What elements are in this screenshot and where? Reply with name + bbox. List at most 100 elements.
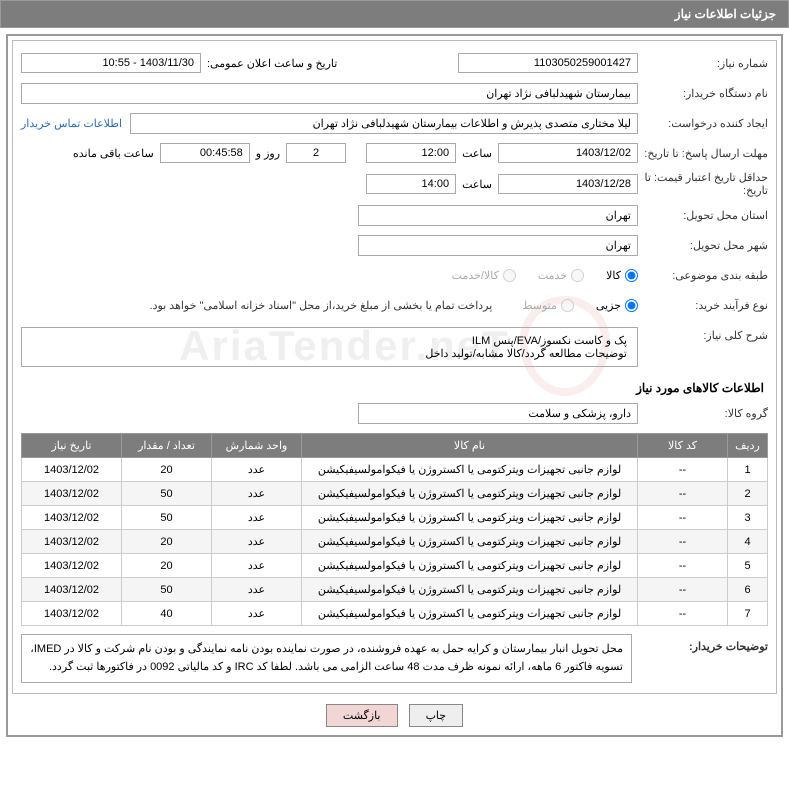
items-table: ردیف کد کالا نام کالا واحد شمارش تعداد /… <box>21 433 768 626</box>
row-province: استان محل تحویل: تهران <box>21 203 768 227</box>
row-city: شهر محل تحویل: تهران <box>21 233 768 257</box>
th-unit: واحد شمارش <box>212 434 302 458</box>
category-label: طبقه بندی موضوعی: <box>638 269 768 282</box>
resp-time-value: 12:00 <box>366 143 456 163</box>
th-name: نام کالا <box>302 434 638 458</box>
cell-date: 1403/12/02 <box>22 482 122 506</box>
back-button[interactable]: بازگشت <box>326 704 398 727</box>
cell-qty: 50 <box>122 578 212 602</box>
cell-code: -- <box>638 506 728 530</box>
cell-name: لوازم جانبی تجهیزات ویترکتومی یا اکستروژ… <box>302 554 638 578</box>
cell-name: لوازم جانبی تجهیزات ویترکتومی یا اکستروژ… <box>302 458 638 482</box>
table-row: 3--لوازم جانبی تجهیزات ویترکتومی یا اکست… <box>22 506 768 530</box>
city-value: تهران <box>358 235 638 256</box>
row-need-number: شماره نیاز: 1103050259001427 تاریخ و ساع… <box>21 51 768 75</box>
requester-value: لیلا مختاری متصدی پذیرش و اطلاعات بیمارس… <box>130 113 638 134</box>
cell-qty: 50 <box>122 506 212 530</box>
items-table-wrap: ردیف کد کالا نام کالا واحد شمارش تعداد /… <box>21 433 768 626</box>
table-header-row: ردیف کد کالا نام کالا واحد شمارش تعداد /… <box>22 434 768 458</box>
radio-service-input <box>571 269 584 282</box>
cell-unit: عدد <box>212 482 302 506</box>
cell-n: 2 <box>728 482 768 506</box>
cell-code: -- <box>638 602 728 626</box>
form-panel: شماره نیاز: 1103050259001427 تاریخ و ساع… <box>12 40 777 694</box>
contact-link[interactable]: اطلاعات تماس خریدار <box>21 117 122 130</box>
cell-code: -- <box>638 458 728 482</box>
buyer-org-label: نام دستگاه خریدار: <box>638 87 768 100</box>
cell-unit: عدد <box>212 578 302 602</box>
items-section-title: اطلاعات کالاهای مورد نیاز <box>21 381 768 395</box>
row-requester: ایجاد کننده درخواست: لیلا مختاری متصدی پ… <box>21 111 768 135</box>
button-bar: چاپ بازگشت <box>12 694 777 731</box>
province-value: تهران <box>358 205 638 226</box>
row-general-desc: شرح کلی نیاز: پک و کاست نکسوز/EVA/پنس IL… <box>21 323 768 371</box>
announce-label: تاریخ و ساعت اعلان عمومی: <box>207 57 337 70</box>
cell-name: لوازم جانبی تجهیزات ویترکتومی یا اکستروژ… <box>302 602 638 626</box>
price-date-value: 1403/12/28 <box>498 174 638 194</box>
cell-unit: عدد <box>212 458 302 482</box>
cell-code: -- <box>638 530 728 554</box>
th-date: تاریخ نیاز <box>22 434 122 458</box>
th-qty: تعداد / مقدار <box>122 434 212 458</box>
cell-date: 1403/12/02 <box>22 602 122 626</box>
need-number-label: شماره نیاز: <box>638 57 768 70</box>
cell-qty: 20 <box>122 458 212 482</box>
radio-service: خدمت <box>538 269 584 282</box>
cell-unit: عدد <box>212 530 302 554</box>
page-title: جزئیات اطلاعات نیاز <box>675 7 776 21</box>
radio-goods[interactable]: کالا <box>606 269 638 282</box>
print-button[interactable]: چاپ <box>409 704 464 727</box>
cell-unit: عدد <box>212 554 302 578</box>
cell-unit: عدد <box>212 602 302 626</box>
row-buyer-notes: توضیحات خریدار: محل تحویل انبار بیمارستا… <box>21 634 768 683</box>
remaining-label: ساعت باقی مانده <box>73 147 154 160</box>
table-row: 4--لوازم جانبی تجهیزات ویترکتومی یا اکست… <box>22 530 768 554</box>
radio-goods-input[interactable] <box>625 269 638 282</box>
cell-qty: 50 <box>122 482 212 506</box>
cell-n: 4 <box>728 530 768 554</box>
cell-date: 1403/12/02 <box>22 530 122 554</box>
buyer-notes-box: محل تحویل انبار بیمارستان و کرایه حمل به… <box>21 634 632 683</box>
cell-n: 3 <box>728 506 768 530</box>
time-label-2: ساعت <box>462 178 492 191</box>
th-code: کد کالا <box>638 434 728 458</box>
row-goods-group: گروه کالا: دارو، پزشکی و سلامت <box>21 401 768 425</box>
countdown-value: 00:45:58 <box>160 143 250 163</box>
cell-code: -- <box>638 554 728 578</box>
price-validity-label: حداقل تاریخ اعتبار قیمت: تا تاریخ: <box>638 171 768 197</box>
table-row: 5--لوازم جانبی تجهیزات ویترکتومی یا اکست… <box>22 554 768 578</box>
days-and-label: روز و <box>256 147 280 160</box>
time-label-1: ساعت <box>462 147 492 160</box>
cell-unit: عدد <box>212 506 302 530</box>
category-radio-group: کالا خدمت کالا/خدمت <box>434 269 638 282</box>
cell-name: لوازم جانبی تجهیزات ویترکتومی یا اکستروژ… <box>302 578 638 602</box>
radio-goods-service-input <box>503 269 516 282</box>
cell-date: 1403/12/02 <box>22 554 122 578</box>
cell-qty: 20 <box>122 554 212 578</box>
general-desc-label: شرح کلی نیاز: <box>638 323 768 342</box>
cell-n: 1 <box>728 458 768 482</box>
table-row: 7--لوازم جانبی تجهیزات ویترکتومی یا اکست… <box>22 602 768 626</box>
city-label: شهر محل تحویل: <box>638 239 768 252</box>
table-row: 6--لوازم جانبی تجهیزات ویترکتومی یا اکست… <box>22 578 768 602</box>
price-time-value: 14:00 <box>366 174 456 194</box>
cell-qty: 20 <box>122 530 212 554</box>
general-desc-line1: پک و کاست نکسوز/EVA/پنس ILM <box>32 334 627 347</box>
cell-qty: 40 <box>122 602 212 626</box>
cell-name: لوازم جانبی تجهیزات ویترکتومی یا اکستروژ… <box>302 530 638 554</box>
cell-n: 6 <box>728 578 768 602</box>
th-row: ردیف <box>728 434 768 458</box>
row-response-deadline: مهلت ارسال پاسخ: تا تاریخ: 1403/12/02 سا… <box>21 141 768 165</box>
days-value: 2 <box>286 143 346 163</box>
province-label: استان محل تحویل: <box>638 209 768 222</box>
main-container: جزئیات اطلاعات نیاز AriaTender.neT شماره… <box>0 0 789 737</box>
cell-code: -- <box>638 482 728 506</box>
radio-partial[interactable]: جزیی <box>596 299 638 312</box>
purchase-type-radio-group: جزیی متوسط <box>504 299 638 312</box>
row-price-validity: حداقل تاریخ اعتبار قیمت: تا تاریخ: 1403/… <box>21 171 768 197</box>
need-number-value: 1103050259001427 <box>458 53 638 73</box>
row-purchase-type: نوع فرآیند خرید: جزیی متوسط پرداخت تمام … <box>21 293 768 317</box>
cell-date: 1403/12/02 <box>22 578 122 602</box>
radio-partial-input[interactable] <box>625 299 638 312</box>
cell-date: 1403/12/02 <box>22 506 122 530</box>
